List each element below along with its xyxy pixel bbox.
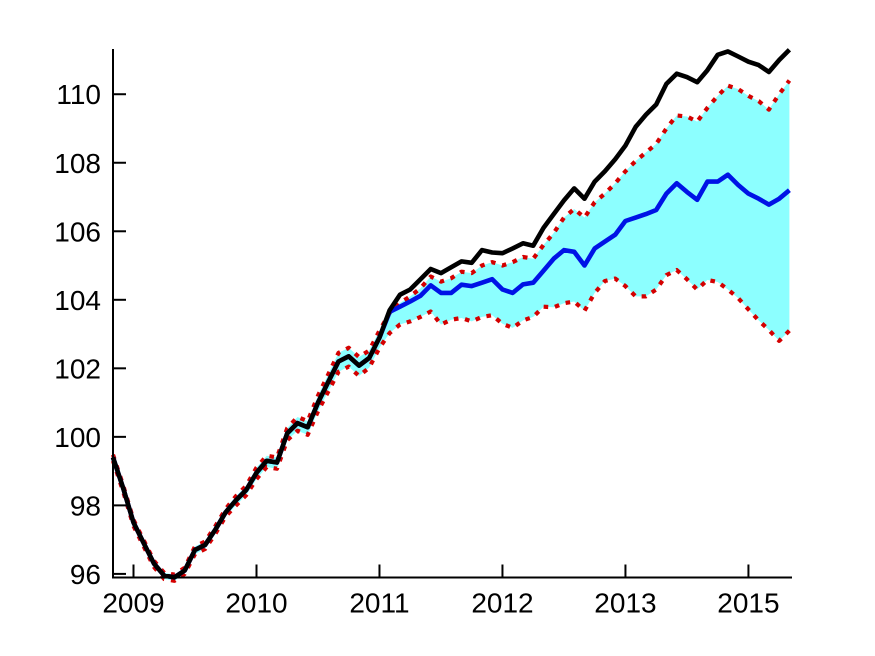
y-tick-label: 108	[54, 148, 101, 179]
x-tick-label: 2015	[717, 588, 779, 619]
actual-line	[110, 48, 792, 580]
confidence-band-layer	[113, 80, 790, 581]
y-tick-label: 98	[70, 490, 101, 521]
confidence-band	[113, 80, 790, 581]
y-tick-label: 110	[56, 79, 101, 110]
y-tick-label: 104	[54, 285, 101, 316]
x-tick-label: 2011	[349, 588, 409, 619]
lower-bound-line	[111, 267, 791, 583]
y-tick-label: 102	[54, 353, 101, 384]
y-tick-label: 96	[70, 559, 101, 590]
y-tick-label: 100	[54, 422, 101, 453]
series-layer	[110, 48, 792, 583]
x-tick-label: 2010	[225, 588, 287, 619]
axes-layer: 2009 2010 2011 2012 2013 2015 96 98 100 102 104 106…	[54, 49, 792, 619]
x-tick-label: 2009	[102, 588, 164, 619]
upper-bound-line	[111, 79, 792, 577]
x-tick-label: 2012	[471, 588, 533, 619]
y-tick-label: 106	[54, 216, 101, 247]
x-tick-label: 2013	[594, 588, 656, 619]
